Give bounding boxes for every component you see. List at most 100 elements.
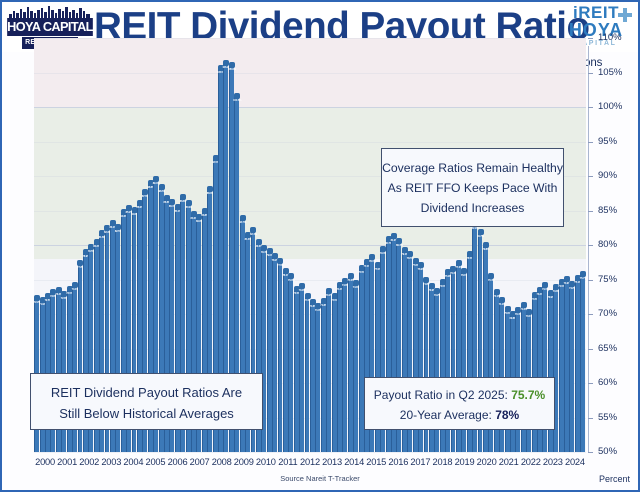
bar-value-label: 78.5% bbox=[466, 257, 474, 261]
header-bar: HOYA CAPITAL REAL ESTATE REIT Dividend P… bbox=[2, 2, 638, 52]
bar-value-marker bbox=[499, 296, 506, 303]
bar-value-marker bbox=[228, 62, 235, 69]
bar-value-label: 81.2% bbox=[390, 238, 398, 242]
bar-2023Q2: 73.4% bbox=[536, 286, 544, 452]
bar-value-marker bbox=[234, 92, 241, 99]
bar-value-label: 86.0% bbox=[136, 205, 144, 209]
bar-value-label: 73.1% bbox=[493, 294, 501, 298]
bar-value-label: 73.2% bbox=[433, 293, 441, 297]
bar-value-marker bbox=[374, 261, 381, 268]
bar-2005Q1: 87.5% bbox=[142, 189, 149, 452]
bar-2025Q2: 75.7% bbox=[580, 270, 587, 452]
bar-value-label: 77.6% bbox=[412, 263, 420, 267]
bar-value-label: 79.4% bbox=[260, 251, 268, 255]
hoya-capital-wordmark: HOYA CAPITAL bbox=[7, 18, 93, 36]
bar-value-marker bbox=[407, 251, 414, 258]
bar-value-marker bbox=[136, 199, 143, 206]
bar-2017Q2: 78.5% bbox=[407, 251, 414, 452]
y-tick-110: 110% bbox=[588, 32, 640, 44]
gridline-105 bbox=[34, 72, 586, 74]
y-tick-90: 90% bbox=[588, 170, 640, 182]
bar-value-label: 81.7% bbox=[477, 235, 484, 239]
bar-value-marker bbox=[434, 287, 441, 294]
bar-value-label: 74.3% bbox=[352, 286, 360, 290]
bar-value-marker bbox=[358, 265, 365, 272]
bar-value-label: 82.5% bbox=[114, 229, 122, 233]
x-axis: 2000 2001 2002 2003 2004 2005 2006 2007 2008 2009… bbox=[34, 454, 586, 470]
bar-2002Q1: 77.2% bbox=[77, 260, 84, 452]
bar-value-marker bbox=[488, 272, 495, 279]
bar-value-marker bbox=[450, 265, 457, 272]
bar-value-label: 71.6% bbox=[309, 304, 317, 308]
bar-2007Q1: 85.9% bbox=[185, 200, 192, 452]
bar-value-marker bbox=[190, 211, 197, 218]
bar-2016Q2: 80.7% bbox=[385, 236, 392, 452]
bar-value-label: 88.0% bbox=[206, 191, 214, 195]
bar-value-marker bbox=[163, 195, 170, 202]
bar-value-label: 84.8% bbox=[201, 213, 209, 217]
bar-value-label: 77.4% bbox=[363, 264, 371, 268]
bar-value-marker bbox=[412, 257, 419, 264]
x-tick-2014: 2014 bbox=[344, 457, 365, 467]
bar-value-label: 82.1% bbox=[250, 232, 257, 236]
bar-2003Q3: 83.1% bbox=[109, 219, 116, 452]
bar-value-label: 78.2% bbox=[271, 259, 279, 263]
callout-coverage-line2: As REIT FFO Keeps Pace With bbox=[387, 181, 558, 195]
bar-value-marker bbox=[50, 289, 57, 296]
bar-2000Q4: 73.0% bbox=[50, 289, 57, 452]
bar-value-marker bbox=[266, 247, 273, 254]
bar-value-marker bbox=[380, 245, 387, 252]
ireit-hoya-logo: iREIT HOYA CAPITAL bbox=[558, 4, 634, 48]
bar-value-marker bbox=[261, 245, 268, 252]
bar-value-marker bbox=[547, 290, 554, 296]
bar-value-label: 73.5% bbox=[293, 291, 301, 295]
x-tick-2011: 2011 bbox=[278, 457, 298, 467]
bar-value-label: 73.4% bbox=[536, 292, 544, 296]
bar-value-label: 76.1% bbox=[282, 273, 290, 277]
bar-value-marker bbox=[72, 281, 79, 288]
bar-2011Q3: 76.1% bbox=[282, 267, 290, 452]
bar-value-label: 72.6% bbox=[531, 298, 539, 302]
bar-2005Q4: 88.2% bbox=[158, 184, 165, 452]
bar-value-label: 80.3% bbox=[93, 244, 101, 248]
stat-average-value: 78% bbox=[495, 408, 520, 422]
x-tick-2017: 2017 bbox=[410, 457, 431, 467]
bar-2011Q4: 75.3% bbox=[288, 273, 295, 452]
bar-2014Q2: 74.6% bbox=[342, 278, 349, 452]
bar-value-label: 89.4% bbox=[152, 182, 160, 186]
bar-2008Q2: 92.5% bbox=[212, 154, 219, 452]
bar-value-label: 82.9% bbox=[471, 227, 479, 230]
bar-value-marker bbox=[34, 294, 41, 301]
bar-2021Q2: 73.1% bbox=[493, 288, 501, 452]
bar-2008Q3: 105.5% bbox=[217, 65, 225, 452]
bar-value-label: 77.5% bbox=[277, 264, 284, 268]
bar-value-label: 74.8% bbox=[423, 282, 430, 286]
bar-2007Q2: 84.3% bbox=[191, 211, 198, 452]
bar-value-label: 74.5% bbox=[558, 284, 566, 288]
bar-2003Q2: 82.3% bbox=[104, 225, 111, 452]
bar-value-marker bbox=[401, 247, 408, 254]
bar-value-marker bbox=[353, 280, 360, 287]
bar-2023Q4: 72.9% bbox=[547, 290, 554, 452]
bar-value-marker bbox=[218, 65, 225, 72]
gridline-90 bbox=[34, 176, 586, 177]
bar-value-marker bbox=[526, 309, 533, 316]
bar-value-marker bbox=[239, 215, 246, 222]
bar-value-label: 72.4% bbox=[304, 299, 311, 303]
bar-2021Q3: 71.9% bbox=[499, 296, 506, 452]
bar-value-marker bbox=[445, 269, 452, 276]
bar-value-label: 73.9% bbox=[298, 289, 306, 293]
bar-2012Q2: 73.9% bbox=[298, 283, 306, 452]
x-tick-2015: 2015 bbox=[366, 457, 387, 467]
bar-value-label: 88.2% bbox=[158, 190, 165, 194]
bar-2001Q3: 73.5% bbox=[66, 285, 73, 452]
bar-value-label: 84.6% bbox=[120, 215, 128, 219]
y-tick-85: 85% bbox=[588, 205, 640, 217]
bar-value-marker bbox=[564, 276, 571, 283]
x-tick-2009: 2009 bbox=[233, 457, 254, 467]
bar-value-marker bbox=[418, 262, 425, 269]
x-tick-2023: 2023 bbox=[542, 457, 563, 467]
bar-value-marker bbox=[39, 296, 46, 303]
bar-value-marker bbox=[212, 154, 219, 161]
y-tick-60: 60% bbox=[588, 377, 640, 389]
